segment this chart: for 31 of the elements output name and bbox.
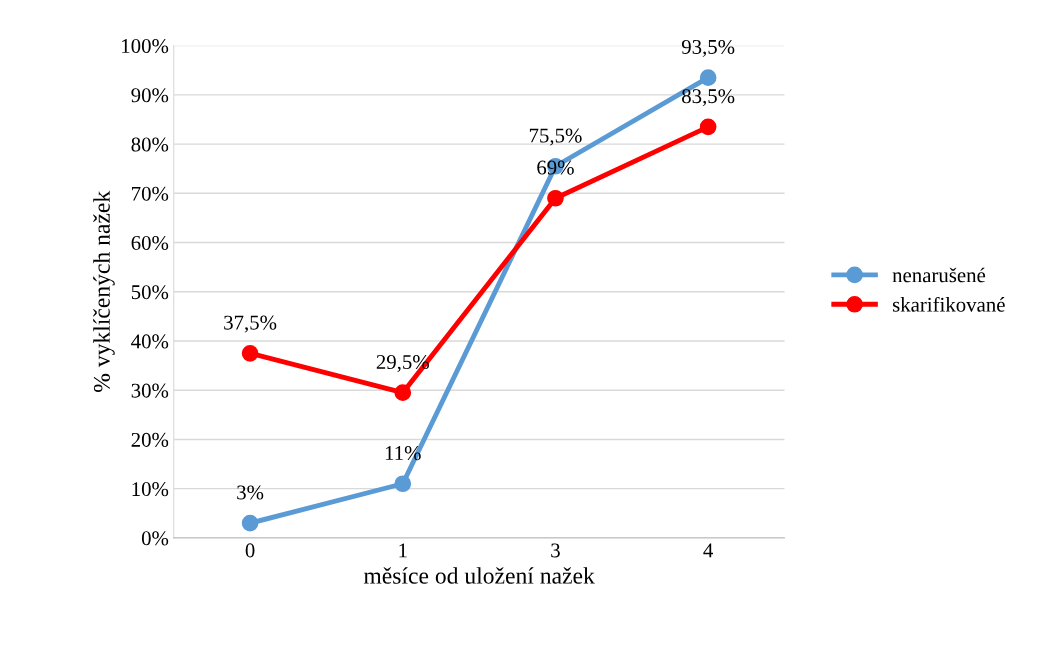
y-axis-title: % vyklíčených nažek — [93, 190, 115, 392]
data-label: 3% — [237, 485, 264, 500]
point — [394, 475, 412, 493]
data-label: 37,5% — [224, 315, 277, 333]
x-tick-label: 3 — [551, 543, 560, 558]
y-tick-label: 90% — [131, 88, 169, 103]
y-tick-label: 70% — [132, 186, 169, 201]
y-tick-label: 30% — [131, 383, 169, 398]
point — [394, 384, 412, 402]
point — [699, 118, 717, 136]
data-label: 83,5% — [682, 89, 735, 107]
point — [241, 344, 259, 362]
y-tick-label: 40% — [131, 334, 169, 349]
y-tick-label: 80% — [131, 137, 169, 152]
y-tick-label: 0% — [141, 531, 169, 546]
y-tick-label: 60% — [131, 235, 169, 251]
point — [241, 514, 259, 532]
y-tick-label: 100% — [122, 39, 169, 54]
legend-label: nenarušené — [892, 267, 986, 283]
x-tick-label: 1 — [399, 543, 407, 558]
point — [547, 189, 564, 207]
x-tick-label: 4 — [703, 543, 714, 558]
x-tick-label: 0 — [245, 543, 255, 558]
data-label: 75,5% — [529, 128, 582, 146]
point — [699, 69, 717, 86]
legend-label: skarifikované — [892, 296, 1005, 312]
data-label: 93,5% — [681, 39, 735, 57]
y-tick-label: 10% — [132, 482, 169, 497]
y-tick-label: 20% — [131, 432, 169, 447]
y-tick-label: 50% — [131, 285, 169, 300]
x-axis-title: měsíce od uložení nažek — [363, 567, 595, 584]
